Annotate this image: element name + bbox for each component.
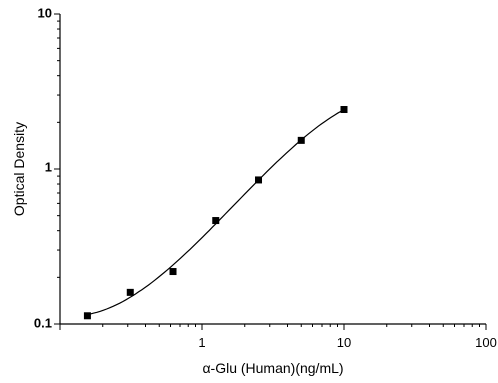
data-point [83, 312, 91, 320]
data-point [297, 136, 305, 144]
x-tick-label: 100 [475, 335, 497, 350]
x-tick-label: 10 [337, 335, 351, 350]
data-point [212, 217, 220, 225]
data-point [340, 106, 348, 114]
y-axis-title: Optical Density [11, 122, 27, 216]
data-points [83, 106, 348, 320]
data-point [126, 288, 134, 296]
data-point [169, 268, 177, 276]
axis-ticks [54, 13, 487, 330]
fit-curve [87, 109, 345, 316]
data-point [255, 176, 263, 184]
x-axis-title: α-Glu (Human)(ng/mL) [202, 360, 343, 376]
tick-labels: 1 10 100 0.1 1 10 [34, 5, 497, 350]
y-tick-label: 0.1 [34, 315, 52, 330]
y-tick-label: 1 [45, 159, 52, 174]
x-tick-label: 1 [198, 335, 205, 350]
plot-area: 1 10 100 0.1 1 10 [34, 5, 497, 350]
y-tick-label: 10 [38, 5, 52, 20]
